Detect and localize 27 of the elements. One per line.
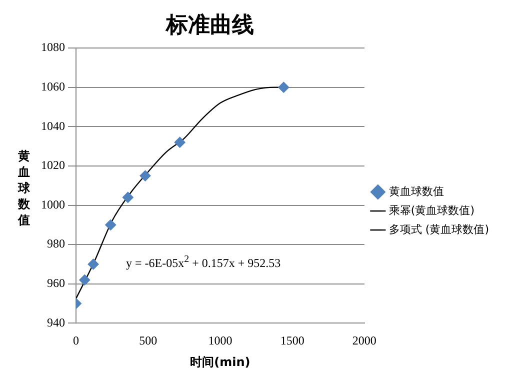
- y-tick-label: 1080: [41, 40, 65, 54]
- y-tick-label: 960: [47, 276, 65, 290]
- point: [79, 274, 90, 286]
- y-axis-title: 黄血球数值: [16, 148, 31, 228]
- chart-title: 标准曲线: [164, 12, 255, 40]
- legend-label: 乘幂(黄血球数值): [388, 204, 475, 217]
- legend-label: 多项式 (黄血球数值): [388, 222, 490, 236]
- x-axis-title: 时间(min): [190, 354, 250, 369]
- legend-label: 黄血球数值: [388, 184, 444, 198]
- y-tick-label: 980: [47, 236, 65, 251]
- x-tick-label: 500: [139, 334, 158, 348]
- point: [140, 170, 151, 182]
- point: [122, 192, 134, 203]
- point: [88, 258, 99, 270]
- y-tick-label: 940: [47, 315, 65, 330]
- point: [174, 136, 186, 148]
- x-tick-label: 0: [73, 334, 79, 348]
- point: [278, 82, 290, 93]
- annotation: y = -6E-05x$^{2}$ + 0.157x + 952.53: [126, 254, 281, 271]
- x-tick-label: 1500: [280, 334, 304, 348]
- point: [105, 219, 116, 230]
- x-tick-label: 2000: [352, 334, 376, 348]
- y-tick-label: 1000: [41, 197, 65, 212]
- y-tick-label: 1040: [41, 118, 65, 133]
- y-tick-label: 1020: [41, 158, 65, 172]
- x-tick-label: 1000: [208, 334, 232, 348]
- y-tick-label: 1060: [41, 79, 65, 94]
